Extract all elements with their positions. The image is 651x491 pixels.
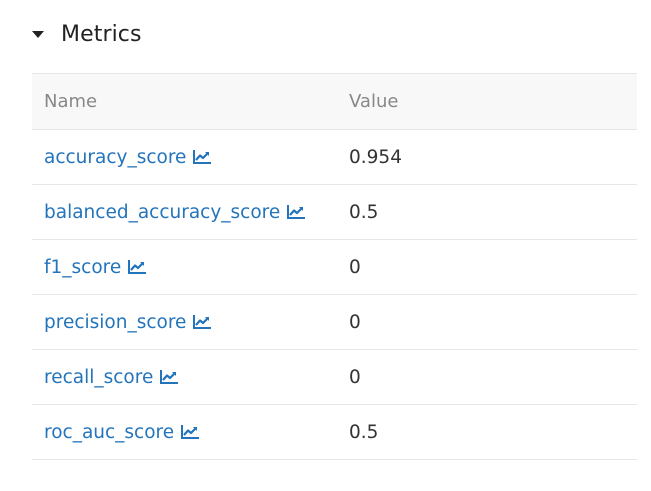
metric-link[interactable]: accuracy_score: [44, 146, 187, 168]
table-row: roc_auc_score 0.5: [32, 404, 637, 460]
metric-value: 0.5: [337, 404, 637, 460]
metric-name-cell: f1_score: [32, 239, 337, 295]
table-header-row: Name Value: [32, 73, 637, 130]
metric-link[interactable]: recall_score: [44, 366, 154, 388]
metric-link[interactable]: roc_auc_score: [44, 421, 175, 443]
metric-value: 0: [337, 294, 637, 350]
line-chart-icon[interactable]: [192, 149, 212, 165]
line-chart-icon[interactable]: [286, 204, 306, 220]
line-chart-icon[interactable]: [159, 369, 179, 385]
metric-name-cell: precision_score: [32, 294, 337, 350]
table-row: recall_score 0: [32, 349, 637, 405]
metrics-section-toggle[interactable]: Metrics: [32, 18, 142, 50]
metrics-table: Name Value accuracy_score 0.954 balanced…: [32, 73, 637, 460]
table-row: accuracy_score 0.954: [32, 129, 637, 185]
metric-value: 0.954: [337, 129, 637, 185]
metric-link[interactable]: precision_score: [44, 311, 187, 333]
line-chart-icon[interactable]: [192, 314, 212, 330]
line-chart-icon[interactable]: [180, 424, 200, 440]
line-chart-icon[interactable]: [127, 259, 147, 275]
metric-name-cell: recall_score: [32, 349, 337, 405]
metric-value: 0: [337, 349, 637, 405]
table-row: balanced_accuracy_score 0.5: [32, 184, 637, 240]
metric-name-cell: accuracy_score: [32, 129, 337, 185]
metric-link[interactable]: f1_score: [44, 256, 122, 278]
column-header-value: Value: [337, 73, 637, 130]
table-row: precision_score 0: [32, 294, 637, 350]
table-row: f1_score 0: [32, 239, 637, 295]
metric-value: 0: [337, 239, 637, 295]
caret-down-icon[interactable]: [32, 31, 44, 38]
section-title: Metrics: [61, 21, 142, 47]
metric-name-cell: roc_auc_score: [32, 404, 337, 460]
column-header-name: Name: [32, 73, 337, 130]
metric-name-cell: balanced_accuracy_score: [32, 184, 337, 240]
metric-value: 0.5: [337, 184, 637, 240]
metric-link[interactable]: balanced_accuracy_score: [44, 201, 281, 223]
